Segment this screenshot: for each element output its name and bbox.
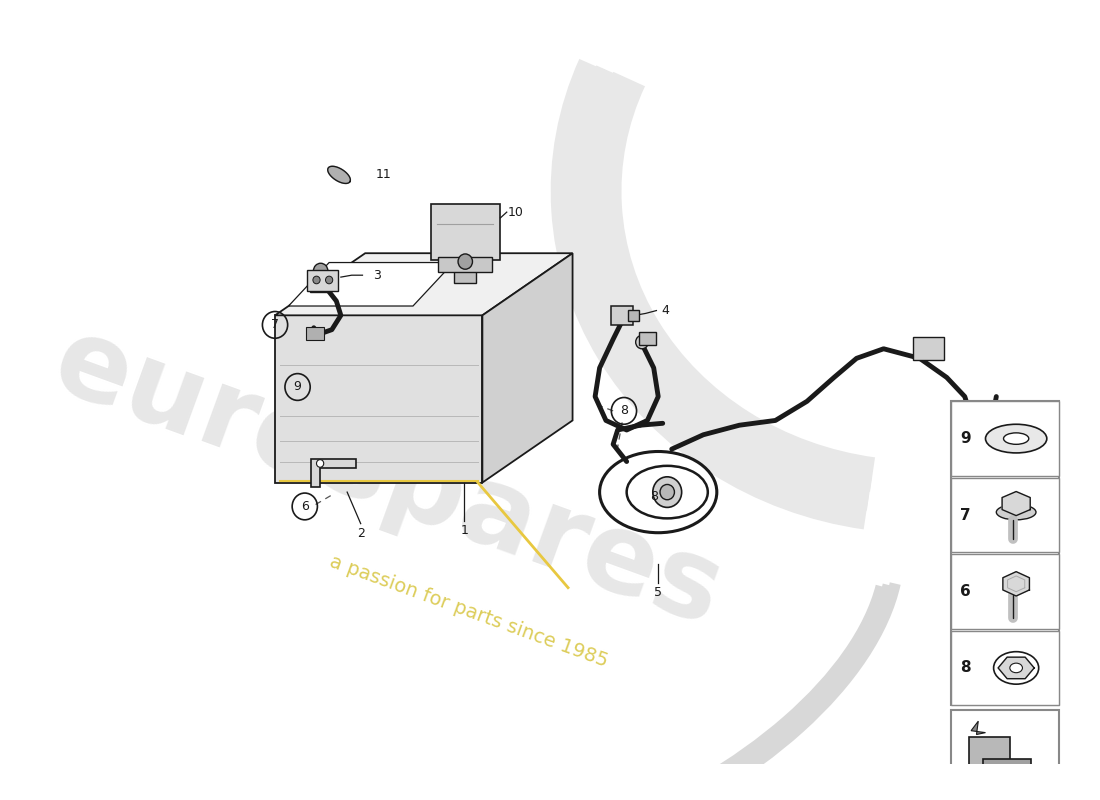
FancyBboxPatch shape — [612, 306, 632, 325]
Circle shape — [312, 276, 320, 284]
Ellipse shape — [997, 505, 1036, 520]
Text: 8: 8 — [620, 404, 628, 418]
Text: 7: 7 — [271, 318, 279, 331]
Circle shape — [314, 263, 328, 278]
Text: 8: 8 — [960, 661, 971, 675]
Text: 10: 10 — [508, 206, 524, 218]
Circle shape — [660, 485, 674, 500]
Text: 9: 9 — [294, 381, 301, 394]
FancyBboxPatch shape — [310, 277, 331, 292]
Polygon shape — [311, 458, 356, 487]
Polygon shape — [275, 254, 573, 315]
Circle shape — [636, 335, 648, 349]
FancyBboxPatch shape — [639, 331, 656, 345]
Text: 3: 3 — [373, 269, 381, 282]
FancyBboxPatch shape — [454, 267, 476, 282]
Ellipse shape — [600, 451, 717, 533]
Circle shape — [326, 276, 332, 284]
FancyBboxPatch shape — [952, 710, 1059, 800]
Text: 1: 1 — [461, 524, 469, 537]
Text: a passion for parts since 1985: a passion for parts since 1985 — [327, 552, 610, 671]
Text: 6: 6 — [300, 500, 309, 513]
Circle shape — [317, 460, 323, 467]
Polygon shape — [982, 759, 1031, 778]
FancyBboxPatch shape — [952, 402, 1059, 705]
FancyBboxPatch shape — [952, 554, 1059, 629]
FancyBboxPatch shape — [431, 203, 499, 260]
Polygon shape — [998, 657, 1034, 678]
Ellipse shape — [1003, 433, 1028, 444]
FancyBboxPatch shape — [952, 774, 1059, 800]
Text: 2: 2 — [356, 526, 364, 540]
FancyBboxPatch shape — [438, 257, 493, 272]
FancyBboxPatch shape — [913, 338, 944, 360]
FancyBboxPatch shape — [308, 270, 338, 291]
Text: 5: 5 — [654, 586, 662, 599]
Text: 7: 7 — [960, 507, 971, 522]
Polygon shape — [1002, 491, 1031, 516]
Polygon shape — [483, 254, 573, 482]
FancyBboxPatch shape — [628, 310, 639, 321]
Polygon shape — [969, 738, 1010, 766]
FancyBboxPatch shape — [952, 402, 1059, 476]
Text: eurospares: eurospares — [40, 307, 736, 648]
FancyBboxPatch shape — [952, 630, 1059, 705]
Ellipse shape — [986, 424, 1047, 453]
FancyBboxPatch shape — [306, 326, 323, 340]
Polygon shape — [328, 166, 350, 183]
Text: 4: 4 — [661, 304, 670, 317]
Ellipse shape — [627, 466, 707, 518]
Ellipse shape — [1010, 663, 1023, 673]
Circle shape — [458, 254, 473, 270]
Polygon shape — [275, 315, 483, 482]
Polygon shape — [288, 262, 453, 306]
Polygon shape — [971, 721, 986, 734]
Text: 11: 11 — [375, 168, 392, 182]
FancyBboxPatch shape — [952, 478, 1059, 552]
Text: 9: 9 — [960, 431, 971, 446]
Circle shape — [652, 477, 682, 507]
Text: 915 01: 915 01 — [968, 787, 1043, 800]
Text: 6: 6 — [960, 584, 971, 599]
Text: 8: 8 — [650, 490, 658, 503]
Polygon shape — [1003, 572, 1030, 596]
